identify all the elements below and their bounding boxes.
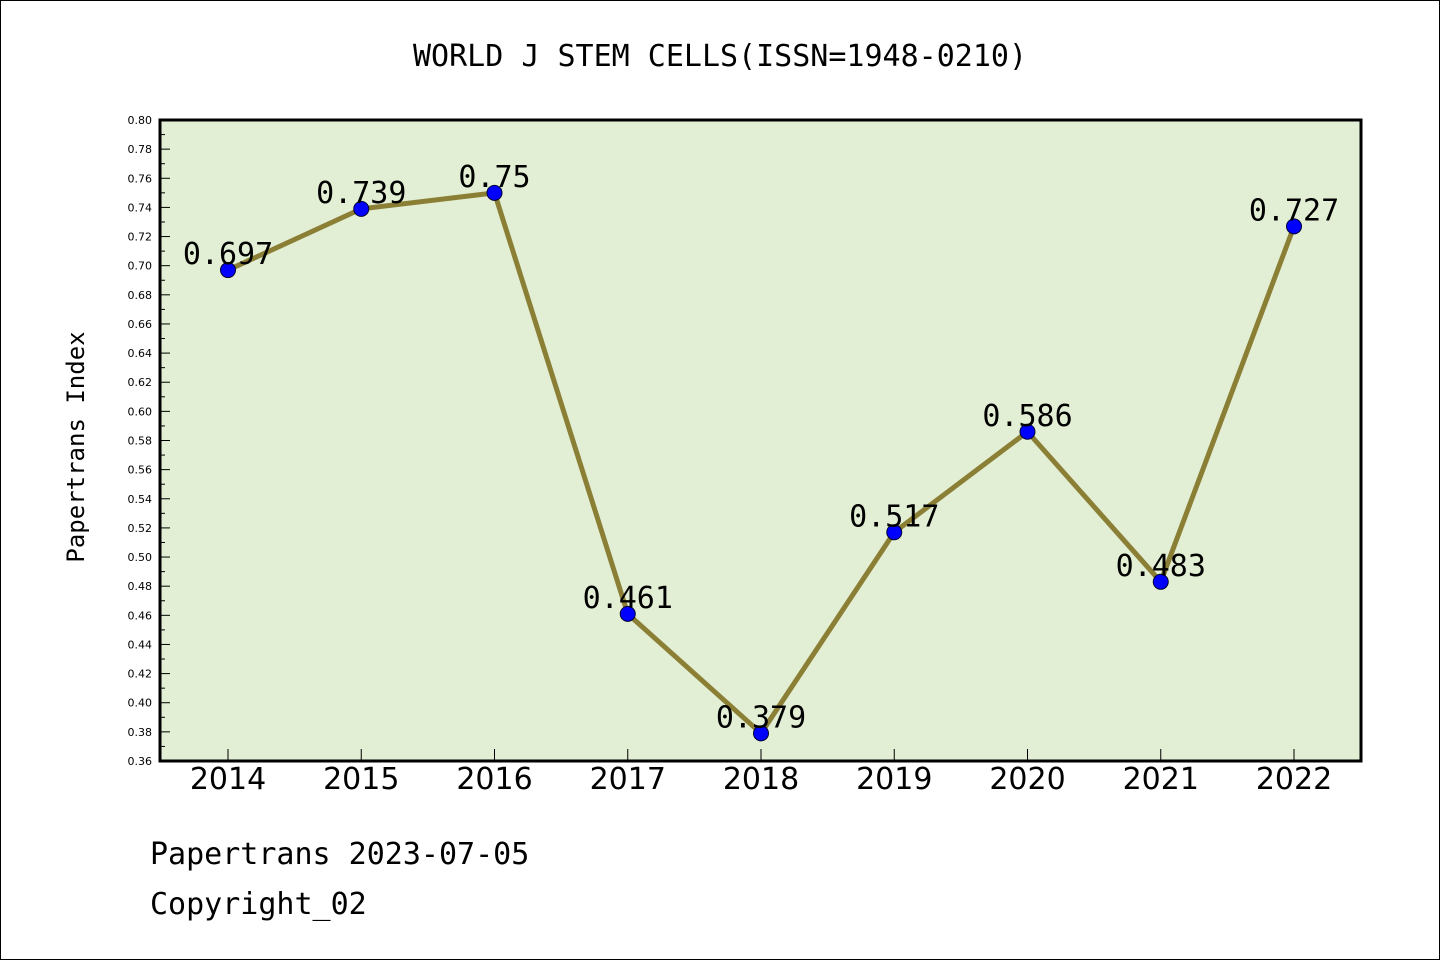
x-tick-label: 2022 bbox=[1256, 762, 1332, 797]
footer-date: Papertrans 2023-07-05 bbox=[150, 837, 529, 872]
data-point bbox=[1019, 423, 1036, 440]
y-tick-label: 0.70 bbox=[128, 260, 153, 273]
y-tick-label: 0.64 bbox=[128, 347, 153, 360]
data-point bbox=[1152, 573, 1169, 590]
footer-copyright: Copyright_02 bbox=[150, 887, 367, 922]
data-point bbox=[353, 200, 370, 217]
y-tick-label: 0.78 bbox=[128, 143, 153, 156]
y-tick-label: 0.38 bbox=[128, 726, 153, 739]
data-label: 0.379 bbox=[716, 700, 806, 735]
x-tick-label: 2016 bbox=[456, 762, 532, 797]
data-label: 0.461 bbox=[583, 581, 673, 616]
data-label: 0.727 bbox=[1249, 193, 1339, 228]
y-tick-label: 0.52 bbox=[128, 522, 153, 535]
data-point bbox=[220, 262, 236, 279]
data-point bbox=[619, 605, 636, 622]
chart-title: WORLD J STEM CELLS(ISSN=1948-0210) bbox=[413, 39, 1027, 74]
y-tick-label: 0.42 bbox=[128, 668, 153, 681]
x-tick-label: 2014 bbox=[190, 762, 266, 797]
y-tick-label: 0.60 bbox=[128, 405, 153, 418]
data-label: 0.739 bbox=[316, 176, 406, 211]
data-label: 0.697 bbox=[183, 237, 273, 272]
x-tick-label: 2018 bbox=[723, 762, 799, 797]
x-tick-label: 2020 bbox=[989, 762, 1065, 797]
y-tick-label: 0.68 bbox=[128, 289, 153, 302]
data-point bbox=[1286, 218, 1302, 235]
y-tick-label: 0.54 bbox=[128, 493, 153, 506]
y-tick-label: 0.36 bbox=[128, 755, 153, 768]
x-tick-label: 2015 bbox=[323, 762, 399, 797]
series-layer: 0.697 0.739 0.75 0.461 0.379 0.517 0.586 0.483 0… bbox=[183, 160, 1339, 742]
y-tick-label: 0.74 bbox=[128, 201, 153, 214]
y-tick-label: 0.48 bbox=[128, 580, 153, 593]
y-tick-label: 0.56 bbox=[128, 464, 153, 477]
y-tick-label: 0.46 bbox=[128, 609, 153, 622]
data-point bbox=[753, 725, 769, 742]
y-tick-label: 0.58 bbox=[128, 435, 153, 448]
y-tick-label: 0.76 bbox=[128, 172, 153, 185]
data-point bbox=[886, 524, 903, 541]
data-point bbox=[486, 184, 503, 201]
data-label: 0.75 bbox=[458, 160, 530, 195]
x-tick-label: 2019 bbox=[856, 762, 932, 797]
x-axis-ticks: 2014 2015 2016 2017 2018 2019 2020 2021 2022 bbox=[190, 749, 1332, 797]
data-label: 0.483 bbox=[1116, 549, 1206, 584]
plot-border bbox=[158, 118, 1363, 763]
data-label: 0.586 bbox=[982, 399, 1072, 434]
y-tick-label: 0.66 bbox=[128, 318, 153, 331]
x-tick-label: 2017 bbox=[590, 762, 666, 797]
y-axis-ticks: 0.36 0.38 0.40 0.42 0.44 0.46 0.48 0.50 0.52 0.54… bbox=[128, 114, 170, 768]
y-tick-label: 0.40 bbox=[128, 697, 153, 710]
x-tick-label: 2021 bbox=[1123, 762, 1199, 797]
y-tick-label: 0.80 bbox=[128, 114, 153, 127]
y-tick-label: 0.44 bbox=[128, 638, 153, 651]
y-tick-label: 0.50 bbox=[128, 551, 153, 564]
y-tick-label: 0.72 bbox=[128, 231, 153, 244]
y-axis-label: Papertrans Index bbox=[62, 331, 90, 562]
data-label: 0.517 bbox=[849, 499, 939, 534]
y-tick-label: 0.62 bbox=[128, 376, 153, 389]
plot-area bbox=[160, 120, 1361, 761]
